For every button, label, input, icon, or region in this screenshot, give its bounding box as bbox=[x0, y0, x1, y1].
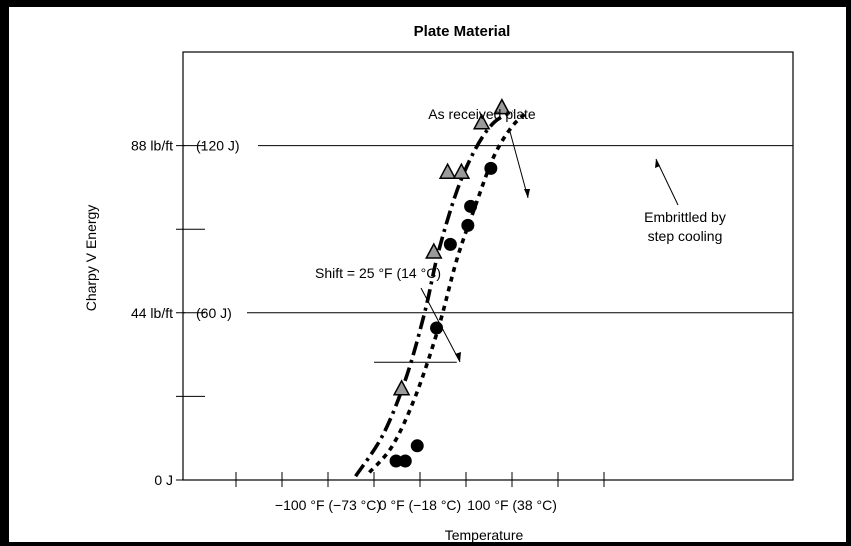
circle-marker bbox=[443, 237, 457, 251]
y-tick-label-secondary: (120 J) bbox=[196, 138, 240, 154]
labels-group: 0 J 44 lb/ft (60 J) 88 lb/ft (120 J) −100 °F … bbox=[131, 106, 726, 513]
circle-marker bbox=[410, 439, 424, 453]
annotation-leader bbox=[655, 158, 679, 206]
circle-marker bbox=[389, 454, 403, 468]
circle-marker bbox=[484, 161, 498, 175]
annotation-shift: Shift = 25 °F (14 °C) bbox=[315, 265, 441, 281]
x-tick-label: 0 °F (−18 °C) bbox=[379, 497, 461, 513]
circle-marker bbox=[398, 454, 412, 468]
y-tick-label: 0 J bbox=[154, 472, 173, 488]
triangle-marker bbox=[452, 162, 471, 179]
y-tick-label: 44 lb/ft bbox=[131, 305, 173, 321]
y-tick-label-secondary: (60 J) bbox=[196, 305, 232, 321]
annotation-arrow bbox=[524, 189, 530, 198]
embrittled-curve bbox=[368, 110, 530, 474]
annotation-as-received: As received plate bbox=[428, 106, 536, 122]
plot-border bbox=[182, 51, 794, 481]
triangle-marker bbox=[493, 98, 511, 115]
annotation-embrittled: Embrittled by bbox=[644, 209, 726, 225]
circle-marker bbox=[464, 199, 478, 213]
circle-marker bbox=[461, 218, 475, 232]
circle-marker bbox=[430, 321, 444, 335]
annotation-embrittled-line2: step cooling bbox=[648, 228, 723, 244]
triangle-marker bbox=[438, 162, 457, 179]
chart-title: Plate Material bbox=[414, 23, 511, 40]
annotation-leader bbox=[508, 127, 529, 199]
triangle-marker bbox=[425, 242, 443, 259]
curves-group bbox=[354, 109, 530, 478]
axes-group bbox=[176, 51, 794, 487]
triangle-marker bbox=[392, 379, 411, 396]
annotation-arrow bbox=[655, 159, 660, 168]
x-tick-label: −100 °F (−73 °C) bbox=[275, 497, 381, 513]
x-axis-label: Temperature bbox=[445, 527, 524, 543]
y-tick-label: 88 lb/ft bbox=[131, 138, 173, 154]
annotation-arrow bbox=[455, 352, 461, 362]
marks-group bbox=[389, 98, 511, 468]
triangle-marker bbox=[472, 113, 491, 130]
y-axis-label: Charpy V Energy bbox=[83, 205, 99, 312]
x-tick-label: 100 °F (38 °C) bbox=[467, 497, 557, 513]
